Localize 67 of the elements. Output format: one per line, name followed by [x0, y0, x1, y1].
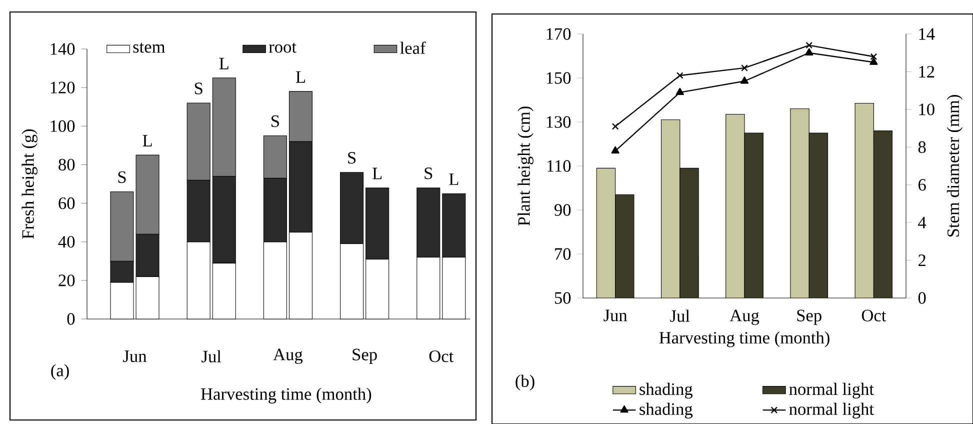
- point: [676, 72, 684, 79]
- point: [805, 48, 814, 56]
- y-tick-label: 40: [58, 236, 75, 248]
- y2-tick-label: 2: [918, 254, 926, 266]
- x-axis-title: Harvesting time (month): [200, 388, 372, 404]
- x-tick-label: L: [142, 134, 152, 146]
- y-tick-label: 90: [554, 204, 571, 216]
- x-tick-label: Sep: [797, 310, 822, 325]
- point: [740, 76, 749, 84]
- y-tick-label: 60: [58, 197, 75, 210]
- point: [741, 64, 748, 72]
- point: [612, 122, 619, 130]
- legend-label: shading: [640, 382, 693, 399]
- y-tick-label: 70: [555, 248, 571, 260]
- point: [611, 146, 620, 154]
- y2-tick-label: 0: [918, 292, 926, 304]
- y-tick-label: 50: [554, 292, 571, 304]
- y2-tick-label: 4: [918, 216, 926, 228]
- legend-label: normal light: [789, 382, 874, 399]
- y2-tick-label: 6: [918, 179, 926, 191]
- legend-label: stem: [133, 42, 166, 53]
- text: Jun: [123, 350, 147, 362]
- y-tick-label: 0: [67, 313, 75, 325]
- text: Sep: [352, 348, 377, 364]
- text: (b): [516, 374, 534, 390]
- x-tick-label: Jun: [604, 310, 628, 322]
- point: [870, 53, 878, 60]
- y-tick-label: 80: [58, 158, 75, 171]
- x-tick-label: S: [118, 171, 126, 183]
- point: [806, 42, 813, 49]
- y2-tick-label: 12: [919, 66, 934, 78]
- y-tick-label: 150: [546, 72, 571, 84]
- legend-label: normal light: [789, 402, 874, 419]
- point: [870, 58, 878, 65]
- y2-tick-label: 10: [919, 104, 934, 116]
- y2-axis-title: Stem diameter (mm): [946, 95, 963, 237]
- y-tick-label: 110: [547, 160, 571, 172]
- y-axis-title: Plant height (cm): [518, 106, 534, 226]
- y2-tick-label: 8: [918, 141, 926, 153]
- text: Jul: [202, 350, 222, 362]
- x-tick-label: Jul: [670, 310, 690, 322]
- text: (a): [51, 364, 69, 380]
- x-tick-label: Aug: [730, 310, 760, 325]
- x-tick-label: S: [194, 82, 202, 94]
- legend-label: root: [268, 42, 296, 53]
- point: [676, 88, 684, 96]
- y2-tick-label: 14: [919, 28, 935, 40]
- y-tick-label: 170: [546, 28, 571, 40]
- x-tick-label: S: [424, 167, 432, 180]
- text: Aug: [273, 348, 303, 364]
- x-tick-label: L: [296, 71, 305, 83]
- text: Oct: [429, 350, 454, 362]
- x-axis-title: Harvesting time (month): [659, 331, 830, 348]
- x-tick-label: S: [348, 152, 356, 164]
- x-tick-label: Oct: [862, 310, 886, 322]
- x-tick-label: L: [449, 174, 458, 185]
- legend-label: shading: [640, 402, 693, 419]
- y-axis-title: Fresh height (g): [22, 129, 38, 239]
- y-tick-label: 20: [58, 274, 75, 286]
- y-tick-label: 120: [50, 82, 75, 94]
- y-tick-label: 100: [50, 120, 75, 132]
- x-tick-label: L: [372, 168, 382, 180]
- legend-label: leaf: [400, 42, 426, 54]
- y-tick-label: 130: [546, 116, 571, 128]
- x-tick-label: S: [272, 115, 279, 128]
- x-tick-label: L: [219, 58, 228, 70]
- y-tick-label: 140: [50, 43, 75, 55]
